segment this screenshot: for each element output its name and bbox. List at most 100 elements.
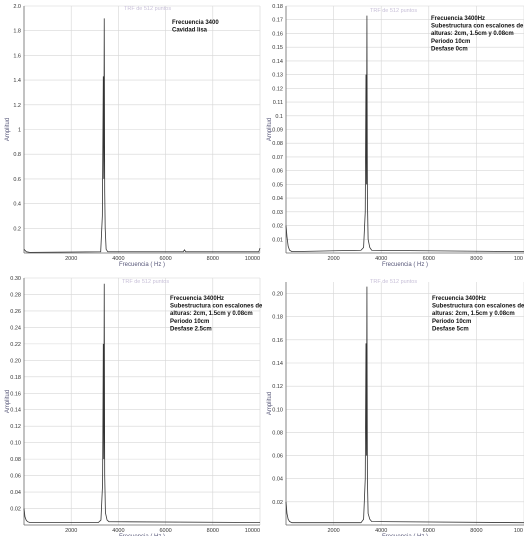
annotation-line: alturas: 2cm, 1.5cm y 0.08cm bbox=[431, 31, 514, 37]
y-tick-label: 0.05 bbox=[272, 182, 283, 188]
y-axis-label: Amplitud bbox=[267, 118, 273, 141]
y-tick-label: 0.06 bbox=[10, 474, 21, 480]
x-tick-label: 8000 bbox=[207, 528, 219, 534]
x-axis-label: Frecuencia ( Hz ) bbox=[119, 262, 165, 268]
y-tick-label: 0.14 bbox=[10, 408, 21, 414]
x-tick-label: 6000 bbox=[159, 256, 171, 262]
watermark-label: TRF de 512 puntos bbox=[122, 279, 169, 285]
y-tick-label: 2.0 bbox=[13, 4, 21, 10]
annotation-line: Subestructura con escalones de bbox=[170, 304, 262, 310]
y-tick-label: 0.03 bbox=[272, 210, 283, 216]
x-tick-label: 4000 bbox=[112, 528, 124, 534]
y-tick-label: 0.06 bbox=[272, 454, 283, 460]
y-tick-label: 0.16 bbox=[272, 338, 283, 344]
y-tick-label: 0.24 bbox=[10, 325, 21, 331]
x-tick-label: 100 bbox=[514, 256, 523, 262]
y-tick-label: 0.16 bbox=[272, 31, 283, 37]
spectrum-series-line bbox=[285, 15, 524, 253]
annotation-line: Frecuencia 3400Hz bbox=[170, 296, 224, 302]
y-tick-label: 0.10 bbox=[272, 407, 283, 413]
y-tick-label: 0.13 bbox=[272, 73, 283, 79]
y-tick-label: 0.11 bbox=[273, 100, 283, 106]
y-tick-label: 0.12 bbox=[10, 424, 21, 430]
x-tick-label: 8000 bbox=[470, 528, 482, 534]
y-tick-label: 0.8 bbox=[13, 152, 21, 158]
x-tick-label: 2000 bbox=[65, 528, 77, 534]
annotation-line: Desfase 5cm bbox=[432, 326, 469, 332]
y-axis-label: Amplitud bbox=[267, 392, 273, 415]
y-tick-label: 0.12 bbox=[272, 384, 283, 390]
y-tick-label: 0.02 bbox=[272, 500, 283, 506]
chart-svg: 0.02 0.04 0.06 0.08 0.10 0.12 0.14 0.16 0.18 0.20… bbox=[5, 276, 263, 540]
x-tick-label: 100 bbox=[514, 528, 523, 534]
y-tick-label: 0.04 bbox=[10, 490, 21, 496]
y-tick-label: 0.20 bbox=[10, 358, 21, 364]
chart-svg: 0.02 0.04 0.06 0.08 0.10 0.12 0.14 0.16 0.18 0.20… bbox=[267, 279, 524, 540]
y-tick-label: 0.17 bbox=[272, 18, 283, 24]
x-tick-label: 2000 bbox=[65, 256, 77, 262]
y-tick-label: 0.07 bbox=[272, 155, 283, 161]
x-tick-label: 8000 bbox=[207, 256, 219, 262]
annotation-line: Cavidad lisa bbox=[172, 28, 208, 34]
y-tick-label: 1 bbox=[18, 128, 21, 134]
y-tick-label: 0.16 bbox=[10, 391, 21, 397]
annotation-line: Subestructura con escalones de bbox=[432, 304, 524, 310]
x-axis-label: Frecuencia ( Hz ) bbox=[382, 262, 428, 268]
spectrum-chart-desfase-2-5cm: 0.02 0.04 0.06 0.08 0.10 0.12 0.14 0.16 0.18 0.20… bbox=[0, 268, 263, 540]
y-tick-label: 1.8 bbox=[13, 29, 21, 35]
watermark-label: TRF de 512 puntos bbox=[370, 279, 417, 285]
x-tick-label: 6000 bbox=[423, 528, 435, 534]
annotation-line: Frecuencia 3400 bbox=[172, 20, 219, 26]
y-tick-label: 0.28 bbox=[10, 292, 21, 298]
annotation-line: alturas: 2cm, 1.5cm y 0.08cm bbox=[170, 311, 253, 317]
y-tick-label: 0.06 bbox=[272, 169, 283, 175]
y-tick-label: 0.09 bbox=[272, 128, 283, 134]
y-tick-label: 0.4 bbox=[13, 202, 21, 208]
chart-svg: 0.2 0.4 0.6 0.8 1 1.2 1.4 1.6 1.8 2.0 2000 4000 6000… bbox=[5, 4, 261, 268]
annotation-line: alturas: 2cm, 1.5cm y 0.08cm bbox=[432, 311, 515, 317]
y-tick-label: 0.10 bbox=[10, 441, 21, 447]
x-tick-label: 10000 bbox=[245, 256, 260, 262]
spectrum-chart-desfase-0cm: 0.01 0.02 0.03 0.04 0.05 0.06 0.07 0.08 0.09 0.1 0… bbox=[262, 0, 524, 268]
watermark-label: TRF de 512 puntos bbox=[370, 8, 417, 14]
y-tick-label: 0.1 bbox=[275, 114, 283, 120]
x-tick-label: 2000 bbox=[327, 256, 339, 262]
annotation-line: Subestructura con escalones de bbox=[431, 24, 524, 30]
y-tick-label: 0.20 bbox=[272, 292, 283, 298]
y-tick-label: 1.6 bbox=[13, 53, 21, 59]
annotation-line: Desfase 2.5cm bbox=[170, 326, 212, 332]
spectrum-chart-desfase-5cm: 0.02 0.04 0.06 0.08 0.10 0.12 0.14 0.16 0.18 0.20… bbox=[262, 268, 524, 540]
annotation-line: Periodo 10cm bbox=[170, 319, 209, 325]
x-tick-label: 6000 bbox=[159, 528, 171, 534]
spectrum-series-line bbox=[285, 286, 524, 524]
y-tick-label: 0.04 bbox=[272, 196, 283, 202]
annotation-line: Periodo 10cm bbox=[431, 39, 470, 45]
y-tick-label: 0.15 bbox=[272, 45, 283, 51]
y-tick-label: 0.08 bbox=[272, 430, 283, 436]
x-tick-label: 10000 bbox=[245, 528, 260, 534]
y-tick-label: 0.04 bbox=[272, 477, 283, 483]
y-tick-label: 0.18 bbox=[10, 375, 21, 381]
y-tick-label: 0.18 bbox=[272, 4, 283, 10]
spectrum-series-line bbox=[23, 18, 261, 253]
x-tick-label: 2000 bbox=[327, 528, 339, 534]
x-tick-label: 4000 bbox=[375, 256, 387, 262]
y-tick-label: 0.08 bbox=[272, 141, 283, 147]
spectrum-chart-cavidad-lisa: 0.2 0.4 0.6 0.8 1 1.2 1.4 1.6 1.8 2.0 2000 4000 6000… bbox=[0, 0, 262, 268]
y-axis-label: Amplitud bbox=[5, 390, 11, 413]
y-tick-label: 1.4 bbox=[13, 78, 21, 84]
x-tick-label: 8000 bbox=[470, 256, 482, 262]
y-tick-label: 0.6 bbox=[13, 177, 21, 183]
x-tick-label: 4000 bbox=[375, 528, 387, 534]
watermark-label: TRF de 512 puntos bbox=[124, 6, 171, 12]
y-tick-label: 0.12 bbox=[272, 86, 283, 92]
y-tick-label: 0.01 bbox=[272, 237, 283, 243]
chart-svg: 0.01 0.02 0.03 0.04 0.05 0.06 0.07 0.08 0.09 0.1 0… bbox=[267, 4, 524, 268]
annotation-line: Desfase 0cm bbox=[431, 46, 468, 52]
y-tick-label: 0.26 bbox=[10, 309, 21, 315]
annotation-line: Frecuencia 3400Hz bbox=[432, 296, 486, 302]
x-tick-label: 4000 bbox=[112, 256, 124, 262]
y-tick-label: 0.2 bbox=[13, 226, 21, 232]
y-tick-label: 0.18 bbox=[272, 315, 283, 321]
y-axis-label: Amplitud bbox=[5, 118, 11, 141]
